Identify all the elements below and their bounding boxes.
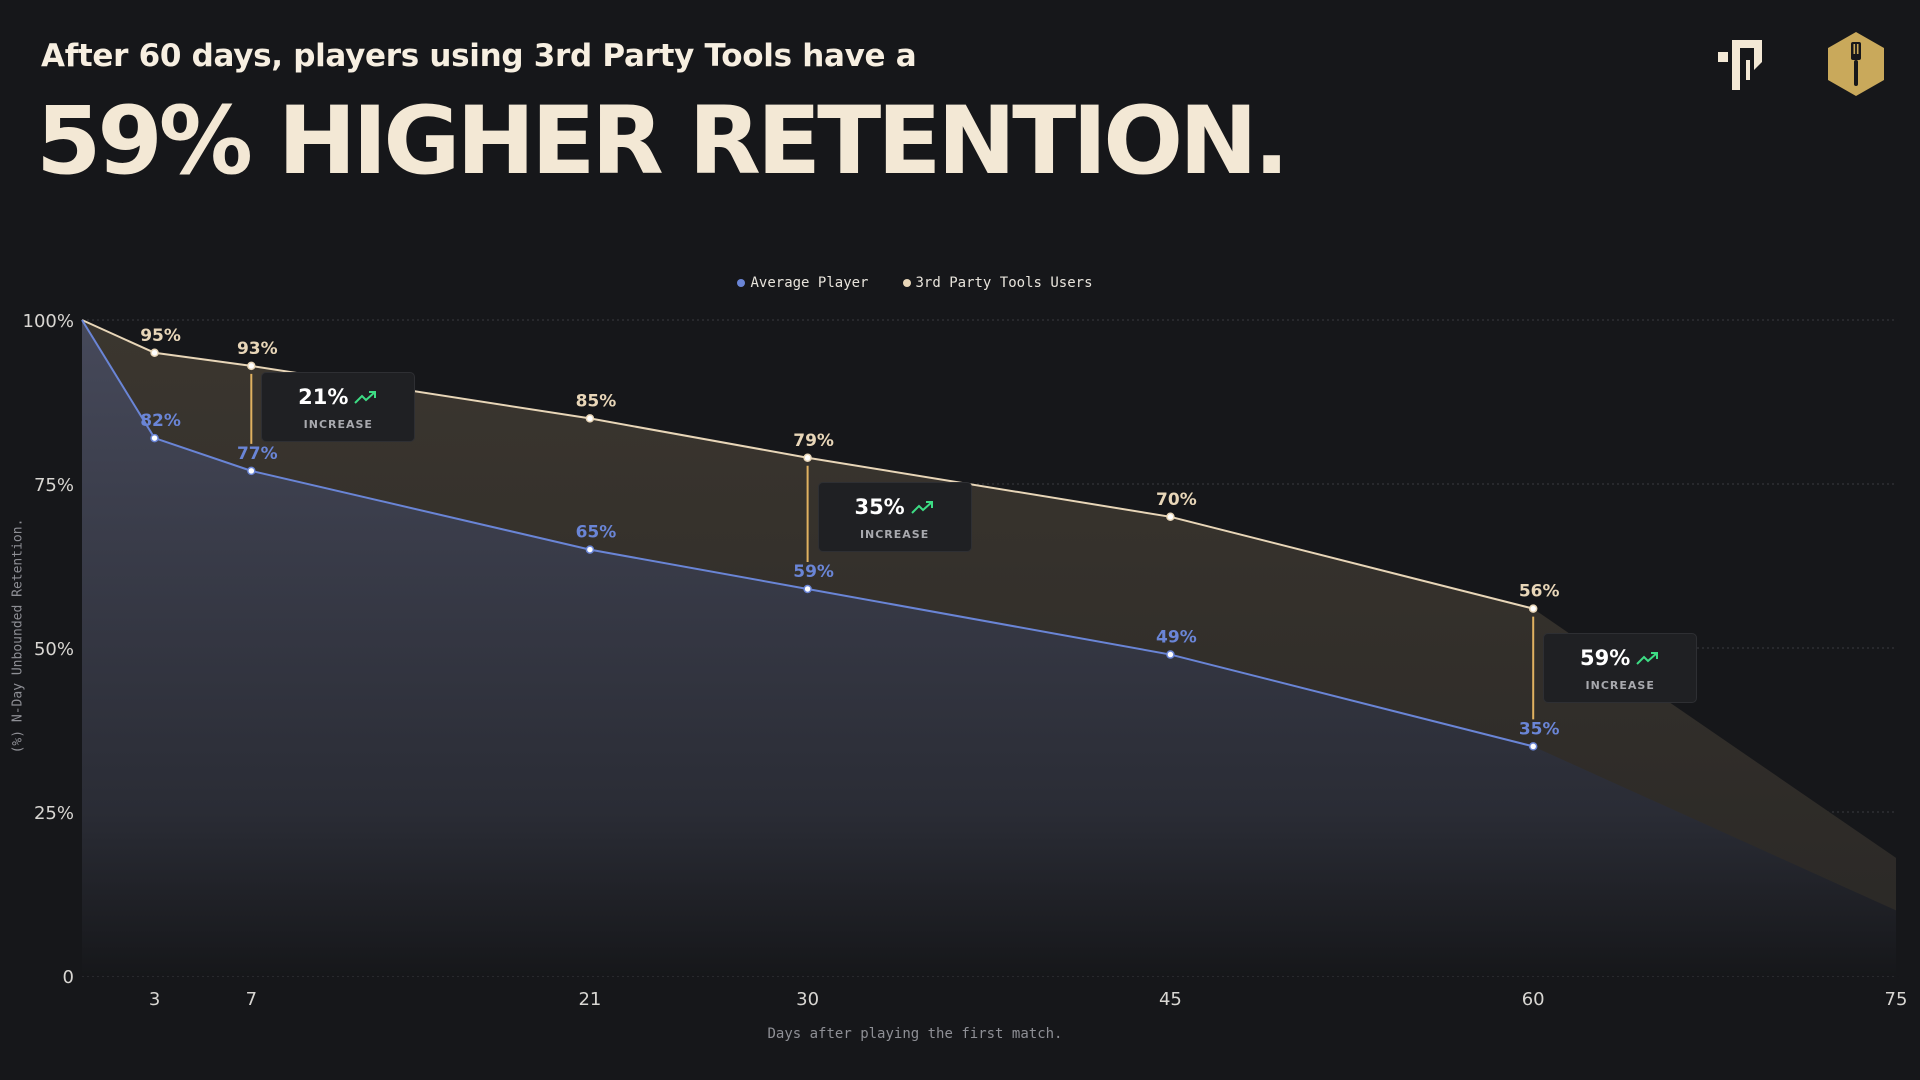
y-tick-label: 50%: [34, 639, 74, 660]
data-label-tools: 85%: [576, 391, 617, 411]
brand-logo-icon: [1718, 40, 1762, 90]
data-label-tools: 70%: [1156, 490, 1197, 510]
callout-value: 21%: [298, 384, 349, 409]
data-label-average: 82%: [140, 411, 181, 431]
data-point-tools: [1166, 512, 1175, 522]
chart-legend: Average Player 3rd Party Tools Users: [0, 275, 1830, 291]
increase-callout: 21% INCREASE: [261, 371, 416, 442]
callout-label: INCREASE: [303, 417, 373, 431]
data-point-tools: [803, 453, 812, 463]
data-label-average: 49%: [1156, 628, 1197, 648]
data-label-tools: 95%: [140, 326, 181, 346]
callout-value-row: 35%: [819, 495, 971, 519]
area-average-player: [82, 320, 1896, 976]
data-label-tools: 79%: [793, 431, 834, 451]
trend-up-icon: [1636, 651, 1659, 665]
data-label-tools: 93%: [237, 339, 278, 359]
y-axis-title: (%) N-Day Unbounded Retention.: [10, 518, 26, 754]
data-point-tools: [585, 414, 595, 423]
x-tick-label: 45: [1159, 989, 1182, 1010]
spatula-badge-icon: [1828, 32, 1884, 96]
x-tick-label: 7: [246, 989, 257, 1010]
legend-item-average: Average Player: [737, 275, 869, 291]
page-subtitle: After 60 days, players using 3rd Party T…: [41, 38, 917, 74]
data-point-average: [585, 545, 595, 554]
callout-value: 35%: [854, 494, 905, 519]
y-tick-label: 100%: [23, 311, 74, 332]
data-point-tools: [247, 361, 256, 371]
page-headline: 59% HIGHER RETENTION.: [36, 87, 1289, 196]
data-point-tools: [150, 348, 159, 358]
data-point-average: [150, 433, 159, 443]
trend-up-icon: [354, 390, 377, 404]
x-tick-label: 75: [1885, 989, 1908, 1010]
data-point-tools: [1528, 604, 1538, 613]
data-label-average: 35%: [1519, 719, 1560, 739]
legend-label-average: Average Player: [750, 275, 869, 291]
data-label-average: 59%: [793, 562, 834, 582]
y-tick-label: 0: [63, 967, 74, 988]
x-tick-label: 3: [149, 989, 160, 1010]
increase-callout: 35% INCREASE: [817, 481, 972, 552]
y-tick-label: 25%: [34, 803, 74, 824]
data-point-average: [1528, 742, 1538, 751]
data-label-average: 77%: [237, 444, 278, 464]
callout-value: 59%: [1580, 645, 1631, 670]
x-tick-label: 60: [1522, 989, 1545, 1010]
legend-item-tools: 3rd Party Tools Users: [902, 275, 1093, 291]
callout-label: INCREASE: [1585, 678, 1655, 692]
data-point-average: [803, 584, 812, 594]
x-axis-title: Days after playing the first match.: [767, 1026, 1063, 1042]
callout-value-row: 59%: [1544, 646, 1696, 670]
x-tick-label: 21: [578, 989, 601, 1010]
legend-dot-tools: [902, 279, 911, 287]
y-tick-label: 75%: [34, 475, 74, 496]
x-tick-label: 30: [796, 989, 819, 1010]
callout-value-row: 21%: [262, 385, 414, 409]
data-point-average: [247, 466, 256, 476]
legend-label-tools: 3rd Party Tools Users: [915, 275, 1093, 291]
callout-label: INCREASE: [859, 527, 930, 541]
data-label-tools: 56%: [1519, 582, 1560, 602]
data-label-average: 65%: [576, 523, 617, 543]
legend-dot-average: [737, 279, 746, 287]
data-point-average: [1166, 650, 1175, 659]
increase-callout: 59% INCREASE: [1543, 632, 1698, 703]
trend-up-icon: [911, 500, 933, 514]
